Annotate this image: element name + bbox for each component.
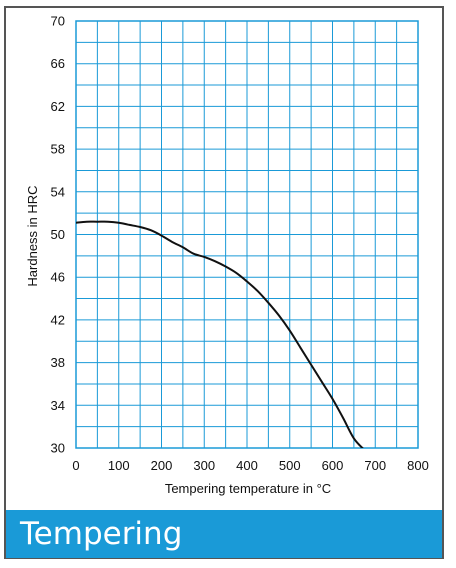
x-tick-label: 300 (193, 458, 215, 473)
hardness-curve (76, 220, 364, 448)
x-axis-title: Tempering temperature in °C (165, 481, 331, 496)
y-tick-label: 62 (51, 99, 65, 114)
plot-border (75, 20, 419, 449)
y-tick-labels: 30 34 38 42 46 50 54 58 62 66 70 (51, 14, 65, 456)
x-tick-labels: 0 100 200 300 400 500 600 700 800 (72, 458, 428, 473)
hardness-tempering-chart: 30 34 38 42 46 50 54 58 62 66 70 0 100 200 300 400 500 6… (25, 14, 429, 497)
x-tick-label: 0 (72, 458, 79, 473)
y-tick-label: 58 (51, 142, 65, 157)
chart-grid (75, 20, 419, 449)
hardness-curve-layer (76, 220, 364, 448)
y-tick-label: 38 (51, 355, 65, 370)
y-tick-label: 34 (51, 398, 65, 413)
y-axis-title: Hardness in HRC (25, 185, 40, 286)
x-tick-label: 600 (322, 458, 344, 473)
x-tick-label: 800 (407, 458, 429, 473)
y-tick-label: 66 (51, 56, 65, 71)
y-tick-label: 54 (51, 184, 65, 199)
caption-title: Tempering (20, 516, 183, 552)
x-tick-label: 700 (364, 458, 386, 473)
x-tick-label: 200 (151, 458, 173, 473)
x-tick-label: 500 (279, 458, 301, 473)
y-tick-label: 42 (51, 312, 65, 327)
y-tick-label: 70 (51, 14, 65, 29)
caption-bar: Tempering (6, 510, 442, 558)
y-tick-label: 30 (51, 441, 65, 456)
y-tick-label: 46 (51, 270, 65, 285)
x-tick-label: 100 (108, 458, 130, 473)
x-tick-label: 400 (236, 458, 258, 473)
y-tick-label: 50 (51, 227, 65, 242)
